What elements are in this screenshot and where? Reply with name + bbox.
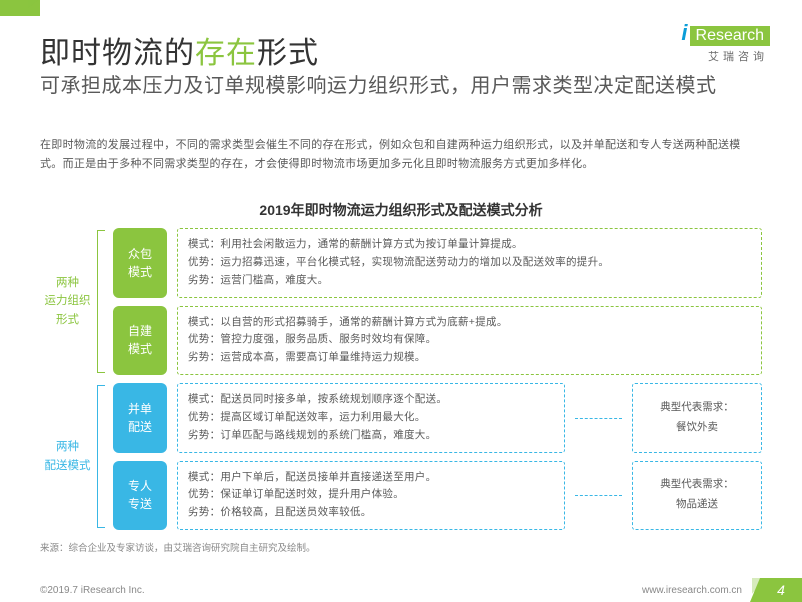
page-number: 4 [760,578,802,602]
title-part-accent: 存在 [195,37,257,70]
logo-word: Research [690,26,770,46]
connector-line [575,383,622,453]
model-row: 专人专送模式：用户下单后，配送员接单并直接递送至用户。优势：保证单订单配送时效，… [113,461,762,531]
model-description: 模式：用户下单后，配送员接单并直接递送至用户。优势：保证单订单配送时效，提升用户… [177,461,565,531]
footer-url: www.iresearch.com.cn [642,585,742,596]
section-row: 两种配送模式并单配送模式：配送员同时接多单，按系统规划顺序逐个配送。优势：提高区… [40,383,762,530]
source-note: 来源：综合企业及专家访谈，由艾瑞咨询研究院自主研究及绘制。 [40,540,316,554]
model-group: 并单配送模式：配送员同时接多单，按系统规划顺序逐个配送。优势：提高区域订单配送效… [113,383,762,530]
footer-copyright: ©2019.7 iResearch Inc. [40,585,145,596]
model-row: 众包模式模式：利用社会闲散运力，通常的薪酬计算方式为按订单量计算提成。优势：运力… [113,228,762,298]
demand-box: 典型代表需求：餐饮外卖 [632,383,762,453]
model-description: 模式：利用社会闲散运力，通常的薪酬计算方式为按订单量计算提成。优势：运力招募迅速… [177,228,762,298]
demand-box: 典型代表需求：物品递送 [632,461,762,531]
model-group: 众包模式模式：利用社会闲散运力，通常的薪酬计算方式为按订单量计算提成。优势：运力… [113,228,762,375]
model-description: 模式：以自营的形式招募骑手，通常的薪酬计算方式为底薪+提成。优势：管控力度强，服… [177,306,762,376]
model-row: 并单配送模式：配送员同时接多单，按系统规划顺序逐个配送。优势：提高区域订单配送效… [113,383,762,453]
top-accent-slash [28,0,38,16]
model-tag: 专人专送 [113,461,167,531]
diagram-container: 两种运力组织形式众包模式模式：利用社会闲散运力，通常的薪酬计算方式为按订单量计算… [40,228,762,538]
model-tag: 自建模式 [113,306,167,376]
title-part-1: 即时物流的 [40,37,195,70]
logo-subtext: 艾瑞咨询 [681,48,768,64]
logo-prefix: i [681,20,687,46]
model-tag: 并单配送 [113,383,167,453]
model-description: 模式：配送员同时接多单，按系统规划顺序逐个配送。优势：提高区域订单配送效率，运力… [177,383,565,453]
model-row: 自建模式模式：以自营的形式招募骑手，通常的薪酬计算方式为底薪+提成。优势：管控力… [113,306,762,376]
model-tag: 众包模式 [113,228,167,298]
logo: i Research 艾瑞咨询 [681,20,770,64]
subtitle: 可承担成本压力及订单规模影响运力组织形式，用户需求类型决定配送模式 [40,72,762,101]
intro-paragraph: 在即时物流的发展过程中，不同的需求类型会催生不同的存在形式，例如众包和自建两种运… [40,136,762,173]
bracket-icon [97,230,105,373]
side-label: 两种配送模式 [40,438,95,475]
footer: ©2019.7 iResearch Inc. www.iresearch.com… [0,578,802,602]
connector-line [575,461,622,531]
section-row: 两种运力组织形式众包模式模式：利用社会闲散运力，通常的薪酬计算方式为按订单量计算… [40,228,762,375]
title-part-2: 形式 [257,37,319,70]
side-label: 两种运力组织形式 [40,274,95,329]
chart-title: 2019年即时物流运力组织形式及配送模式分析 [0,200,802,220]
bracket-icon [97,385,105,528]
page-title: 即时物流的存在形式 [40,28,319,72]
